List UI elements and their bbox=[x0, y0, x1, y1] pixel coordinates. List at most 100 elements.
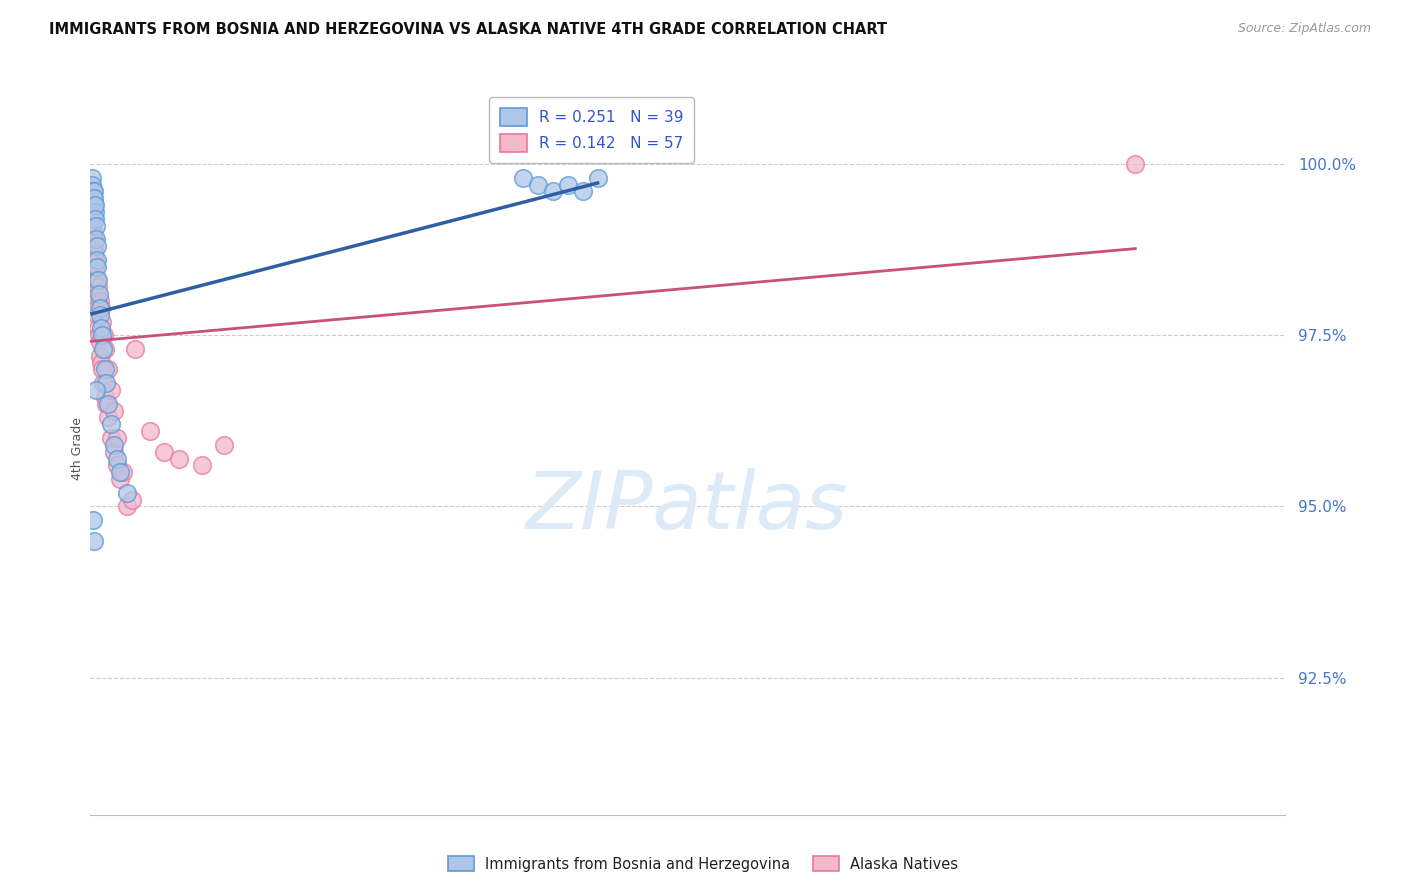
Point bbox=[153, 444, 176, 458]
Point bbox=[83, 239, 105, 253]
Point bbox=[115, 485, 138, 500]
Point bbox=[84, 267, 107, 281]
Point bbox=[93, 362, 115, 376]
Point bbox=[83, 191, 105, 205]
Point bbox=[82, 513, 104, 527]
Point bbox=[94, 342, 117, 356]
Point bbox=[86, 308, 108, 322]
Point bbox=[90, 328, 112, 343]
Point bbox=[80, 205, 103, 219]
Point bbox=[89, 293, 111, 308]
Point bbox=[84, 198, 107, 212]
Point bbox=[91, 314, 114, 328]
Point bbox=[84, 211, 107, 226]
Point bbox=[103, 403, 125, 417]
Point bbox=[82, 185, 104, 199]
Point bbox=[169, 451, 191, 466]
Point bbox=[83, 246, 105, 260]
Point bbox=[100, 431, 122, 445]
Point bbox=[87, 280, 110, 294]
Point bbox=[87, 273, 110, 287]
Point bbox=[89, 335, 111, 350]
Point bbox=[84, 232, 107, 246]
Point bbox=[82, 226, 104, 240]
Point bbox=[90, 321, 112, 335]
Point bbox=[87, 287, 110, 301]
Point bbox=[83, 252, 105, 267]
Point bbox=[586, 170, 609, 185]
Point bbox=[90, 301, 112, 315]
Point bbox=[84, 383, 107, 397]
Point bbox=[89, 349, 111, 363]
Point bbox=[86, 293, 108, 308]
Point bbox=[82, 226, 104, 240]
Point bbox=[83, 232, 105, 246]
Point bbox=[87, 328, 110, 343]
Point bbox=[96, 376, 118, 391]
Point bbox=[90, 356, 112, 370]
Point bbox=[124, 342, 146, 356]
Point bbox=[527, 178, 550, 192]
Point bbox=[96, 397, 118, 411]
Point bbox=[108, 465, 131, 479]
Point bbox=[512, 170, 534, 185]
Point bbox=[80, 170, 103, 185]
Point bbox=[84, 287, 107, 301]
Point bbox=[89, 301, 111, 315]
Point bbox=[86, 239, 108, 253]
Point bbox=[212, 438, 235, 452]
Point bbox=[93, 390, 115, 404]
Point bbox=[103, 438, 125, 452]
Point bbox=[82, 232, 104, 246]
Point bbox=[82, 211, 104, 226]
Point bbox=[80, 219, 103, 233]
Point bbox=[115, 500, 138, 514]
Point bbox=[108, 472, 131, 486]
Point bbox=[83, 198, 105, 212]
Point bbox=[97, 397, 120, 411]
Point bbox=[91, 376, 114, 391]
Point bbox=[100, 383, 122, 397]
Point bbox=[97, 410, 120, 425]
Point bbox=[97, 362, 120, 376]
Point bbox=[121, 492, 143, 507]
Point bbox=[80, 211, 103, 226]
Point bbox=[105, 458, 128, 473]
Point bbox=[84, 273, 107, 287]
Text: IMMIGRANTS FROM BOSNIA AND HERZEGOVINA VS ALASKA NATIVE 4TH GRADE CORRELATION CH: IMMIGRANTS FROM BOSNIA AND HERZEGOVINA V… bbox=[49, 22, 887, 37]
Point bbox=[100, 417, 122, 432]
Point bbox=[191, 458, 214, 473]
Legend: R = 0.251   N = 39, R = 0.142   N = 57: R = 0.251 N = 39, R = 0.142 N = 57 bbox=[489, 97, 695, 163]
Text: ZIPatlas: ZIPatlas bbox=[526, 467, 848, 546]
Point bbox=[86, 273, 108, 287]
Point bbox=[571, 185, 593, 199]
Point bbox=[557, 178, 579, 192]
Point bbox=[86, 260, 108, 274]
Point bbox=[83, 533, 105, 548]
Point bbox=[105, 451, 128, 466]
Point bbox=[89, 308, 111, 322]
Point bbox=[93, 328, 115, 343]
Point bbox=[82, 191, 104, 205]
Point bbox=[90, 362, 112, 376]
Point bbox=[84, 260, 107, 274]
Point bbox=[83, 205, 105, 219]
Point bbox=[83, 185, 105, 199]
Point bbox=[91, 342, 114, 356]
Point bbox=[138, 424, 160, 438]
Point bbox=[103, 444, 125, 458]
Point bbox=[84, 219, 107, 233]
Point bbox=[86, 252, 108, 267]
Point bbox=[82, 178, 104, 192]
Point bbox=[105, 431, 128, 445]
Point bbox=[84, 260, 107, 274]
Point bbox=[86, 301, 108, 315]
Point bbox=[111, 465, 134, 479]
Y-axis label: 4th Grade: 4th Grade bbox=[72, 417, 84, 480]
Point bbox=[1123, 157, 1146, 171]
Point bbox=[87, 321, 110, 335]
Text: Source: ZipAtlas.com: Source: ZipAtlas.com bbox=[1237, 22, 1371, 36]
Legend: Immigrants from Bosnia and Herzegovina, Alaska Natives: Immigrants from Bosnia and Herzegovina, … bbox=[441, 850, 965, 878]
Point bbox=[83, 246, 105, 260]
Point bbox=[82, 219, 104, 233]
